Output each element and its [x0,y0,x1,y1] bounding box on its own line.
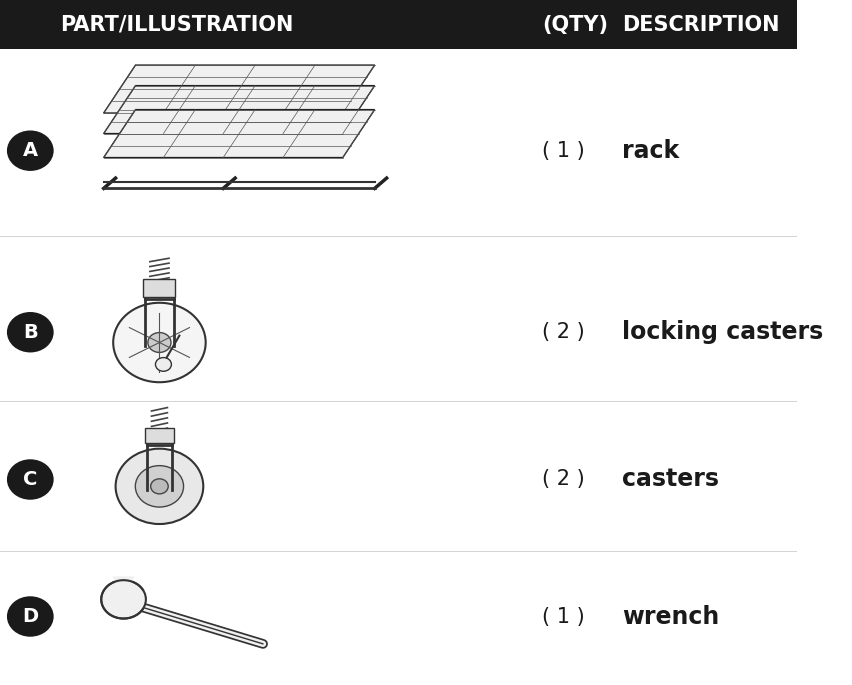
Circle shape [113,303,205,382]
Circle shape [155,358,171,371]
Text: (QTY): (QTY) [542,14,607,35]
Text: ( 1 ): ( 1 ) [542,606,584,627]
Circle shape [151,479,168,494]
Polygon shape [103,110,374,158]
Circle shape [8,132,53,170]
Text: D: D [22,607,38,626]
Polygon shape [103,65,374,113]
FancyBboxPatch shape [145,428,174,443]
Text: DESCRIPTION: DESCRIPTION [621,14,779,35]
Text: ( 1 ): ( 1 ) [542,140,584,161]
Text: ( 2 ): ( 2 ) [542,322,584,342]
Circle shape [8,313,53,351]
Text: B: B [23,323,37,342]
Circle shape [101,580,146,619]
Text: rack: rack [621,138,678,163]
Circle shape [116,449,203,524]
FancyBboxPatch shape [143,279,176,297]
Text: casters: casters [621,467,718,492]
Text: A: A [23,141,37,160]
Circle shape [147,333,170,352]
Text: locking casters: locking casters [621,320,822,345]
Text: wrench: wrench [621,604,718,629]
Circle shape [8,597,53,636]
Text: ( 2 ): ( 2 ) [542,469,584,490]
FancyBboxPatch shape [0,0,797,49]
Text: C: C [23,470,37,489]
Text: PART/ILLUSTRATION: PART/ILLUSTRATION [60,14,293,35]
Polygon shape [112,576,135,599]
Polygon shape [103,86,374,134]
Circle shape [135,466,183,507]
Circle shape [8,460,53,499]
